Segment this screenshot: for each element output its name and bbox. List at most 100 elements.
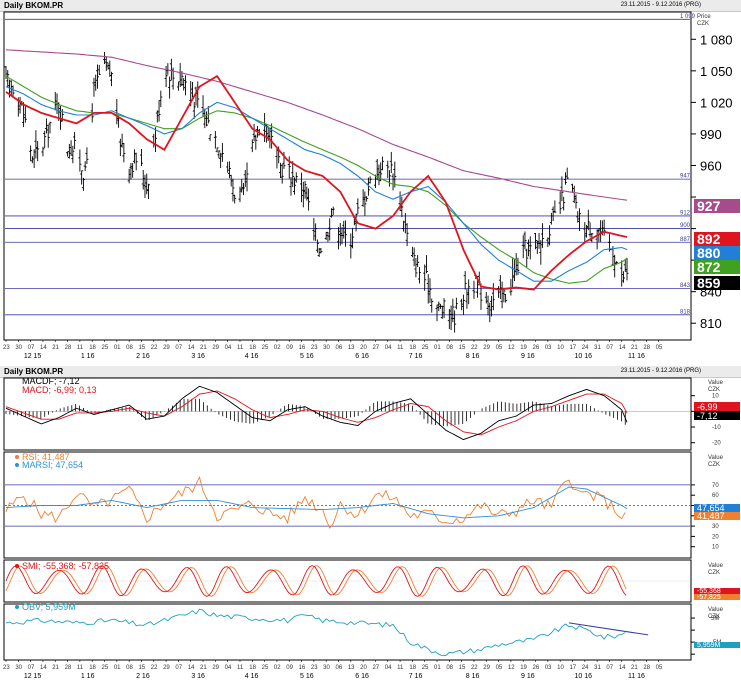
price-day-label: 08 <box>446 345 453 351</box>
bottom-month-label: 2 16 <box>136 673 150 680</box>
price-day-label: 03 <box>545 345 552 351</box>
price-day-label: 05 <box>496 345 503 351</box>
macd-chart-title: Daily BKOM.PR <box>4 367 64 376</box>
bottom-day-label: 29 <box>483 665 490 671</box>
price-level-label: 887 <box>680 237 691 243</box>
price-value-label: 892 <box>697 231 721 247</box>
bottom-day-label: 27 <box>372 665 379 671</box>
price-tick-label: 1 080 <box>700 32 733 47</box>
rsi-tick-label: 60 <box>712 493 719 499</box>
smi-legend-swatch <box>15 564 19 568</box>
price-day-label: 09 <box>286 345 293 351</box>
moving-average-red <box>5 74 628 291</box>
obv-trendline <box>568 622 649 636</box>
bottom-day-label: 29 <box>163 665 170 671</box>
price-day-label: 20 <box>360 345 367 351</box>
rsi-tick-label: 30 <box>712 524 719 530</box>
macd-legend-item: MACDF; -7,12 <box>22 376 80 386</box>
obv-tick-label: 5M <box>711 616 719 622</box>
price-level-label: 912 <box>680 210 691 216</box>
rsi-pane[interactable] <box>3 451 692 559</box>
smi-value-label: -57,825 <box>697 594 721 601</box>
rsi-legend-item: MARSI; 47,654 <box>22 460 83 470</box>
bottom-day-label: 14 <box>188 665 195 671</box>
price-day-label: 21 <box>200 345 207 351</box>
bottom-day-label: 09 <box>286 665 293 671</box>
price-tick-label: 810 <box>700 316 722 331</box>
price-level-label: 818 <box>680 309 691 315</box>
bottom-day-label: 23 <box>311 665 318 671</box>
price-value-box <box>694 232 740 246</box>
price-day-label: 21 <box>631 345 638 351</box>
bottom-day-label: 05 <box>496 665 503 671</box>
price-tick-label: 990 <box>700 127 722 142</box>
price-day-label: 25 <box>262 345 269 351</box>
bottom-day-label: 26 <box>533 665 540 671</box>
price-level-label: 843 <box>680 283 691 289</box>
bottom-day-label: 28 <box>65 665 72 671</box>
price-value-box <box>694 246 740 260</box>
obv-pane[interactable] <box>3 603 692 661</box>
price-day-label: 25 <box>102 345 109 351</box>
price-day-label: 12 <box>508 345 515 351</box>
macd-line <box>5 385 628 441</box>
bottom-day-label: 13 <box>348 665 355 671</box>
bottom-day-label: 03 <box>545 665 552 671</box>
price-day-label: 01 <box>434 345 441 351</box>
price-value-box <box>694 276 740 290</box>
rsi-line <box>5 476 626 529</box>
price-month-label: 8 16 <box>466 353 480 360</box>
price-day-label: 11 <box>397 345 404 351</box>
bottom-day-label: 07 <box>606 665 613 671</box>
price-value-label: 859 <box>697 275 721 291</box>
price-day-label: 17 <box>569 345 576 351</box>
bottom-day-label: 07 <box>175 665 182 671</box>
price-day-label: 18 <box>89 345 96 351</box>
bottom-month-label: 9 16 <box>521 673 535 680</box>
bottom-day-label: 20 <box>360 665 367 671</box>
price-day-label: 31 <box>594 345 601 351</box>
price-value-box <box>694 260 740 274</box>
bottom-month-label: 5 16 <box>300 673 314 680</box>
price-day-label: 16 <box>299 345 306 351</box>
price-day-label: 15 <box>459 345 466 351</box>
bottom-day-label: 21 <box>52 665 59 671</box>
macd-axis-title: Value <box>708 380 724 386</box>
bottom-day-label: 11 <box>397 665 404 671</box>
price-pane[interactable] <box>3 11 692 341</box>
price-value-label: 872 <box>697 259 721 275</box>
price-day-label: 11 <box>237 345 244 351</box>
macd-legend-item: MACD; -6,99; 0,13 <box>22 385 97 395</box>
bottom-day-label: 14 <box>40 665 47 671</box>
macd-pane[interactable] <box>3 377 692 451</box>
price-day-label: 21 <box>52 345 59 351</box>
price-day-label: 28 <box>65 345 72 351</box>
bottom-month-label: 4 16 <box>245 673 259 680</box>
bottom-month-label: 6 16 <box>355 673 369 680</box>
rsi-axis-title: Value <box>708 455 724 461</box>
moving-average-blue <box>5 86 628 282</box>
bottom-month-label: 3 16 <box>191 673 205 680</box>
bottom-day-label: 19 <box>520 665 527 671</box>
price-day-label: 13 <box>348 345 355 351</box>
price-day-label: 25 <box>422 345 429 351</box>
price-day-label: 02 <box>274 345 281 351</box>
price-day-label: 14 <box>619 345 626 351</box>
rsi-value-box <box>694 504 740 512</box>
bottom-day-label: 28 <box>643 665 650 671</box>
obv-axis-unit: CZK <box>708 614 720 620</box>
price-month-label: 5 16 <box>300 353 314 360</box>
price-axis-unit: CZK <box>697 21 709 27</box>
bottom-day-label: 23 <box>3 665 10 671</box>
rsi-value-box <box>694 512 740 520</box>
price-day-label: 10 <box>557 345 564 351</box>
bottom-day-label: 22 <box>151 665 158 671</box>
macd-tick-label: -20 <box>712 441 721 447</box>
macd-value-box <box>694 411 740 420</box>
smi-line <box>5 565 627 597</box>
price-level-label: 947 <box>680 174 691 180</box>
price-day-label: 29 <box>163 345 170 351</box>
rsi-tick-label: 10 <box>712 545 719 551</box>
bottom-day-label: 08 <box>446 665 453 671</box>
